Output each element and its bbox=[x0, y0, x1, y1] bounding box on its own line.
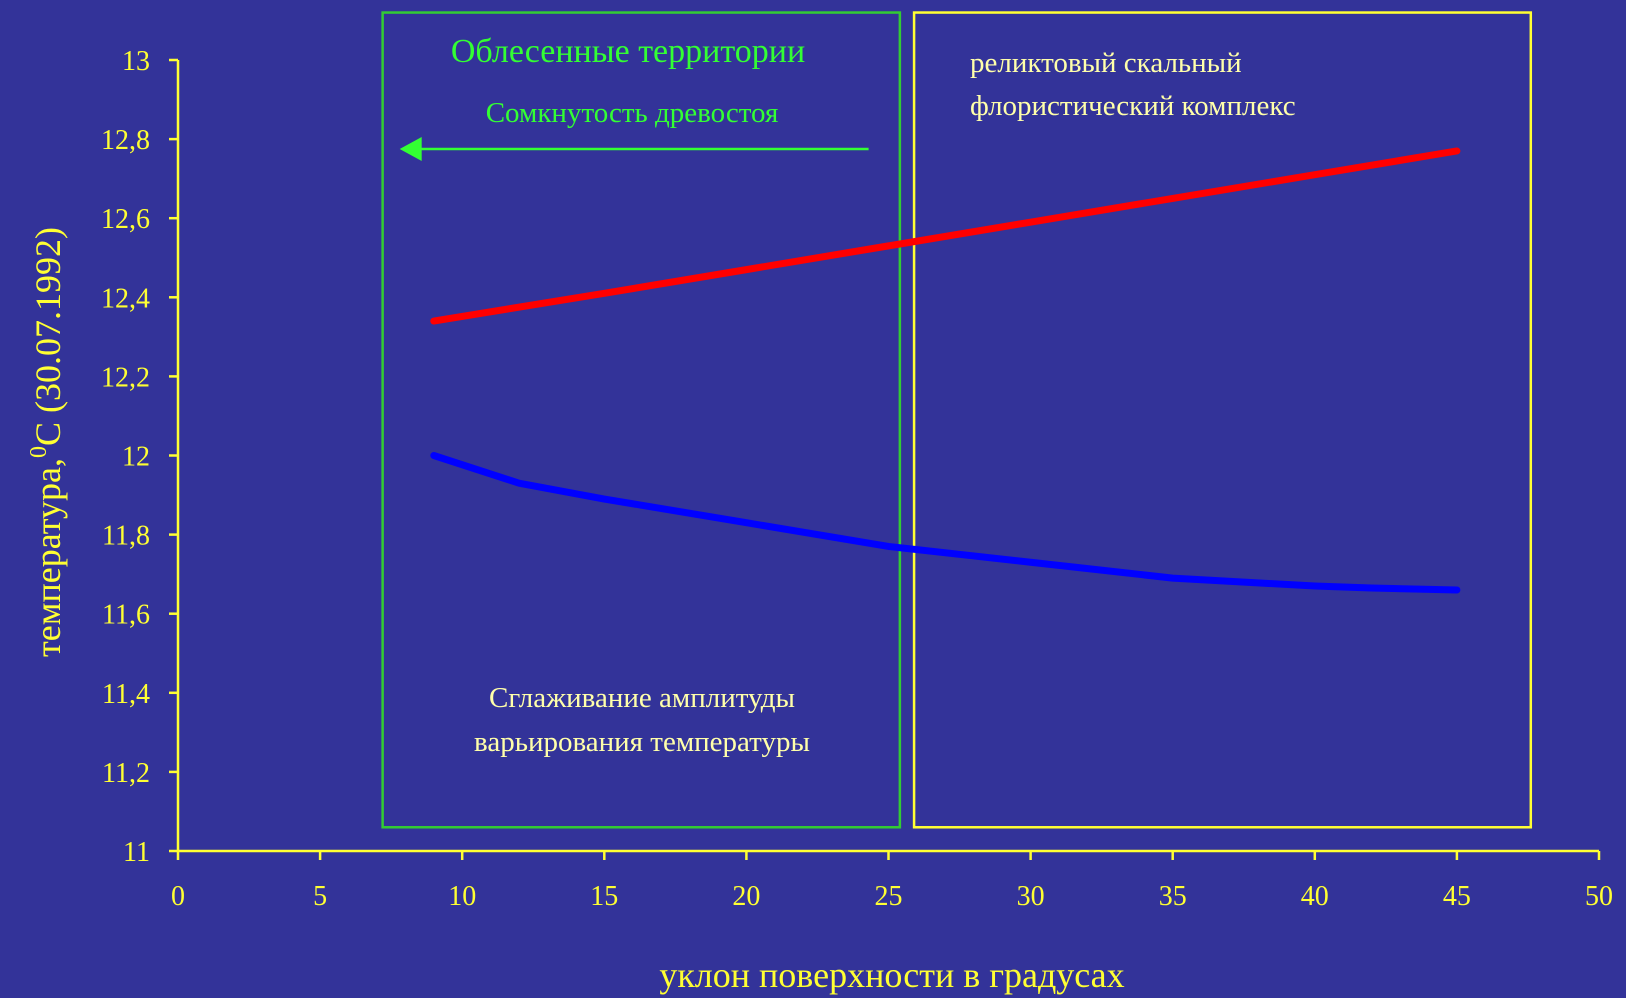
x-tick-label: 20 bbox=[732, 881, 760, 912]
y-tick-label: 11,6 bbox=[102, 600, 150, 631]
y-tick-label: 12,2 bbox=[101, 362, 150, 393]
y-axis-title: температура,0С (30.07.1992) bbox=[26, 227, 68, 657]
x-tick-label: 15 bbox=[590, 881, 618, 912]
y-tick-label: 11,4 bbox=[102, 679, 150, 710]
y-tick-label: 12,8 bbox=[101, 125, 150, 156]
arrow-head bbox=[399, 136, 422, 161]
x-tick-label: 5 bbox=[313, 881, 327, 912]
x-tick-label: 50 bbox=[1585, 881, 1613, 912]
regions-layer bbox=[381, 11, 1533, 829]
svg-text:температура,0С (30.07.1992): температура,0С (30.07.1992) bbox=[26, 227, 68, 657]
relict-label-line2: флористический комплекс bbox=[970, 90, 1296, 122]
y-axis-title-main: температура, bbox=[28, 458, 68, 657]
x-tick-label: 45 bbox=[1443, 881, 1471, 912]
series-line-1 bbox=[430, 452, 1461, 594]
x-axis-title: уклон поверхности в градусах bbox=[659, 955, 1124, 995]
smoothing-label-line1: Сглаживание амплитуды bbox=[489, 682, 795, 714]
x-tick-label: 40 bbox=[1301, 881, 1329, 912]
smoothing-label-line2: варьирования температуры bbox=[474, 726, 810, 758]
y-tick-label: 12 bbox=[122, 442, 150, 473]
canopy-arrow bbox=[399, 136, 869, 161]
forested-title: Облесенные территории bbox=[451, 33, 805, 70]
x-tick-label: 35 bbox=[1159, 881, 1187, 912]
x-tick-label: 10 bbox=[448, 881, 476, 912]
canopy-label: Сомкнутость древостоя bbox=[486, 97, 779, 129]
x-tick-label: 30 bbox=[1017, 881, 1045, 912]
y-axis-title-rest: С (30.07.1992) bbox=[28, 227, 68, 446]
y-axis-title-sup: 0 bbox=[26, 446, 52, 458]
axes-layer: 0 5 10 15 20 25 30 35 40 45 50 11 11,2 11,4 11,6 11,8 12… bbox=[101, 46, 1613, 912]
x-tick-label: 25 bbox=[875, 881, 903, 912]
y-tick-label: 12,6 bbox=[101, 204, 150, 235]
y-tick-label: 11,8 bbox=[102, 521, 150, 552]
region-box-1 bbox=[912, 11, 1533, 829]
region-box-0 bbox=[381, 11, 902, 829]
y-tick-label: 12,4 bbox=[101, 283, 150, 314]
x-tick-label: 0 bbox=[171, 881, 185, 912]
series-line-0 bbox=[430, 147, 1461, 325]
series-layer bbox=[430, 147, 1461, 594]
relict-label-line1: реликтовый скальный bbox=[970, 47, 1242, 79]
y-tick-label: 11 bbox=[123, 837, 150, 868]
y-tick-label: 11,2 bbox=[102, 758, 150, 789]
y-tick-label: 13 bbox=[122, 46, 150, 77]
